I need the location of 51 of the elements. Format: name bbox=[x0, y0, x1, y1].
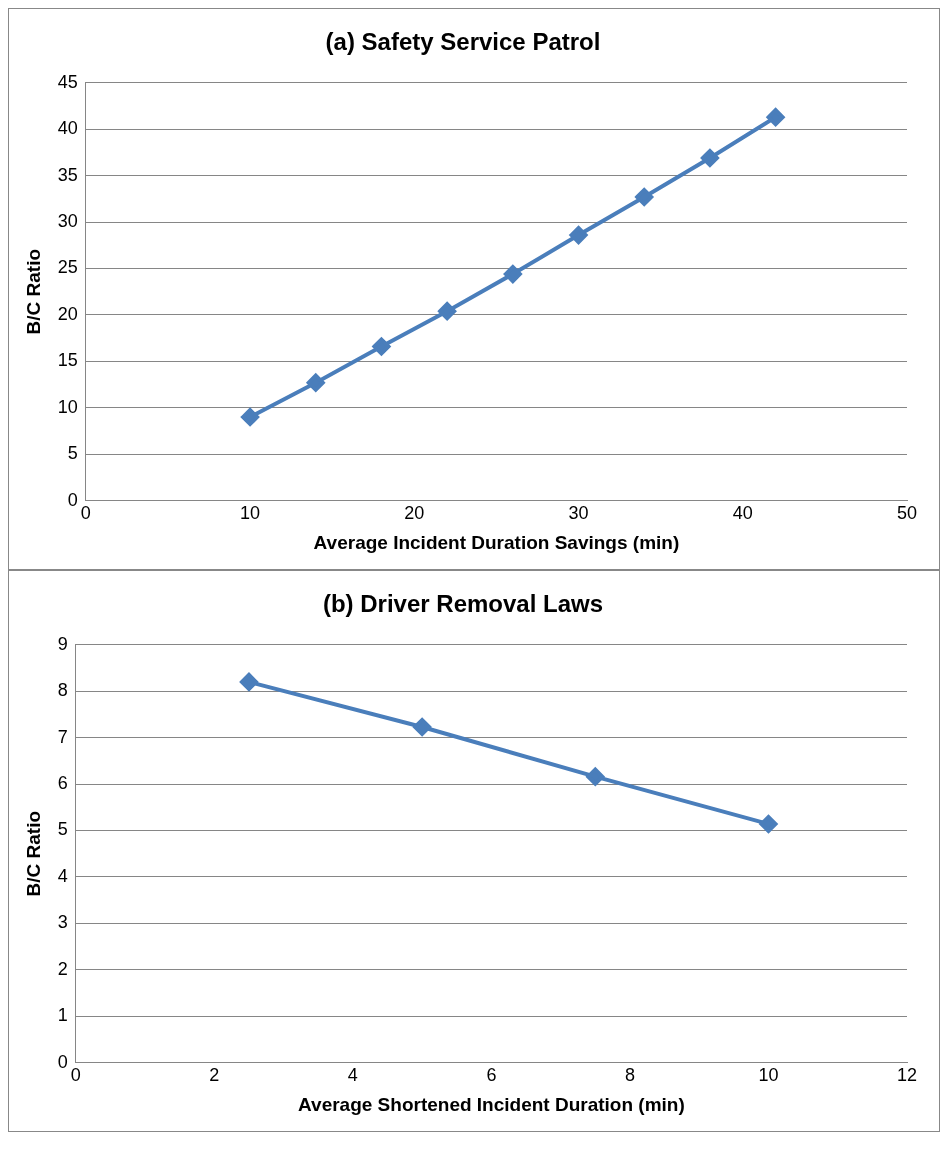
point bbox=[306, 373, 325, 392]
y-tick-label: 0 bbox=[57, 1051, 68, 1072]
point bbox=[766, 108, 785, 127]
point bbox=[438, 302, 457, 321]
point bbox=[635, 188, 654, 206]
y-tick-label: 35 bbox=[57, 164, 78, 185]
point bbox=[586, 767, 605, 786]
y-tick-label: 3 bbox=[57, 912, 68, 933]
x-tick-label: 30 bbox=[568, 503, 589, 524]
y-tick-label: 6 bbox=[57, 773, 68, 794]
point bbox=[759, 814, 778, 833]
y-tick-label: 5 bbox=[67, 443, 78, 464]
x-tick-label: 6 bbox=[486, 1065, 497, 1086]
x-tick-label: 0 bbox=[80, 503, 91, 524]
point bbox=[241, 408, 260, 427]
point bbox=[372, 337, 391, 356]
y-tick-label: 7 bbox=[57, 726, 68, 747]
x-tick-label: 8 bbox=[624, 1065, 635, 1086]
y-tick-label: 40 bbox=[57, 118, 78, 139]
point bbox=[239, 672, 258, 691]
point bbox=[700, 149, 719, 167]
x-tick-label: 50 bbox=[896, 503, 918, 524]
y-tick-label: 45 bbox=[57, 71, 78, 92]
chart-title: (b) Driver Removal Laws bbox=[322, 590, 604, 618]
x-axis-title: Average Shortened Incident Duration (min) bbox=[298, 1093, 685, 1115]
y-tick-label: 9 bbox=[57, 633, 68, 654]
x-axis-title: Average Incident Duration Savings (min) bbox=[313, 531, 680, 553]
y-tick-label: 30 bbox=[57, 211, 78, 232]
y-tick-label: 8 bbox=[57, 680, 68, 701]
y-tick-label: 20 bbox=[57, 303, 78, 324]
x-tick-label: 10 bbox=[758, 1065, 779, 1086]
y-tick-label: 15 bbox=[57, 350, 78, 371]
x-tick-label: 20 bbox=[404, 503, 425, 524]
y-tick-label: 4 bbox=[57, 865, 68, 886]
x-tick-label: 2 bbox=[209, 1065, 220, 1086]
point bbox=[503, 265, 522, 284]
y-tick-label: 1 bbox=[57, 1005, 68, 1026]
y-axis-title: B/C Ratio bbox=[22, 810, 44, 897]
x-tick-label: 4 bbox=[347, 1065, 358, 1086]
y-axis-title: B/C Ratio bbox=[22, 248, 44, 335]
x-tick-label: 10 bbox=[240, 503, 261, 524]
y-tick-label: 5 bbox=[57, 819, 68, 840]
x-tick-label: 40 bbox=[732, 503, 753, 524]
point bbox=[569, 226, 588, 245]
chart-title: (a) Safety Service Patrol bbox=[325, 28, 601, 56]
x-tick-label: 12 bbox=[896, 1065, 918, 1086]
y-tick-label: 0 bbox=[67, 489, 78, 510]
point bbox=[413, 717, 432, 736]
y-tick-label: 2 bbox=[57, 958, 68, 979]
y-tick-label: 10 bbox=[57, 396, 78, 417]
y-tick-label: 25 bbox=[57, 257, 78, 278]
